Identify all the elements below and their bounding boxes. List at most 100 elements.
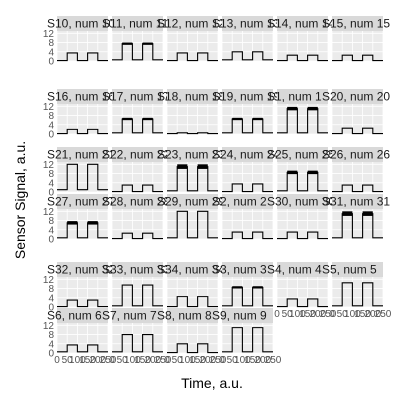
panel-background [112, 104, 163, 134]
x-tick-label: 100 [344, 309, 361, 320]
y-tick-label: 8 [48, 169, 54, 180]
facet-panel: S25, num 25 [267, 147, 335, 193]
facet-strip [112, 89, 163, 104]
facet-strip-label: S1, num 1 [267, 90, 322, 104]
facet-strip [57, 262, 108, 277]
panel-background [112, 162, 163, 192]
x-tick-label: 200 [254, 355, 271, 366]
facet-panel: S31, num 31 [322, 194, 390, 240]
panel-background [167, 31, 218, 61]
panel-background [332, 209, 383, 239]
facet-strip-label: S15, num 15 [322, 17, 390, 31]
signal-line [112, 184, 163, 193]
x-tick-label: 200 [144, 355, 161, 366]
y-tick-label: 12 [43, 321, 55, 332]
facet-strip [57, 194, 108, 209]
signal-line [167, 343, 218, 354]
signal-line [332, 54, 383, 62]
facet-strip-label: S21, num 21 [47, 148, 115, 162]
signal-line [57, 52, 108, 62]
panel-background [57, 162, 108, 192]
y-axis-title: Sensor Signal, a.u. [12, 141, 28, 259]
facet-panel: S33, num 33 [102, 262, 170, 308]
facet-strip-label: S10, num 10 [47, 17, 115, 31]
facet-strip [167, 262, 218, 277]
facet-panel: S12, num 12 [157, 16, 225, 62]
x-tick-label: 250 [100, 355, 117, 366]
facet-panel: S23, num 23 [157, 147, 225, 193]
signal-noise-band [252, 117, 263, 121]
y-tick-label: 0 [48, 303, 54, 314]
facet-panel: S28, num 28 [102, 194, 170, 240]
facet-strip [167, 308, 218, 323]
signal-line [112, 232, 163, 240]
facet-strip-label: S13, num 13 [212, 17, 280, 31]
x-tick-label: 250 [320, 309, 337, 320]
facet-strip [222, 89, 273, 104]
panel-background [112, 31, 163, 61]
panel-background [277, 277, 328, 307]
x-tick-label: 0 [109, 355, 115, 366]
facet-strip [112, 308, 163, 323]
facet-strip-label: S33, num 33 [102, 263, 170, 277]
signal-line [167, 132, 218, 135]
signal-noise-band [232, 117, 243, 121]
facet-strip [57, 147, 108, 162]
signal-line [167, 52, 218, 62]
signal-line [222, 327, 273, 353]
x-tick-label: 200 [199, 355, 216, 366]
panel-background [222, 277, 273, 307]
y-tick-label: 4 [48, 47, 54, 58]
facet-panel: S7, num 7 [102, 308, 164, 354]
y-tick-label: 0 [48, 188, 54, 199]
signal-line [57, 299, 108, 308]
facet-strip [57, 308, 108, 323]
y-tick-label: 4 [48, 339, 54, 350]
x-tick-label: 100 [234, 355, 251, 366]
x-tick-label: 150 [244, 355, 261, 366]
facet-strip [57, 16, 108, 31]
facet-strip-label: S19, num 19 [212, 90, 280, 104]
facet-strip [112, 194, 163, 209]
panel-background [332, 277, 383, 307]
facet-strip [332, 194, 383, 209]
signal-noise-band [177, 164, 188, 169]
facet-panel: S30, num 30 [267, 194, 335, 240]
facet-strip-label: S3, num 3 [212, 263, 267, 277]
signal-line [112, 118, 163, 134]
facet-strip [332, 262, 383, 277]
y-tick-label: 12 [43, 102, 55, 113]
y-tick-label: 12 [43, 207, 55, 218]
facet-strip [277, 147, 328, 162]
facet-strip-label: S18, num 18 [157, 90, 225, 104]
panel-background [277, 104, 328, 134]
facet-strip-label: S2, num 2 [212, 195, 267, 209]
facet-strip-label: S30, num 30 [267, 195, 335, 209]
facet-panel: S9, num 9 [212, 308, 274, 354]
facet-strip [57, 89, 108, 104]
signal-noise-band [287, 170, 298, 175]
y-tick-label: 0 [48, 57, 54, 68]
x-tick-label: 100 [289, 309, 306, 320]
signal-noise-band [197, 164, 208, 169]
facet-strip-label: S25, num 25 [267, 148, 335, 162]
facet-panel: S2, num 2 [212, 194, 274, 240]
x-axis-title: Time, a.u. [181, 375, 243, 391]
facet-panel: S34, num 34 [157, 262, 225, 308]
x-tick-label: 200 [364, 309, 381, 320]
facet-strip [112, 262, 163, 277]
facet-strip [277, 89, 328, 104]
facet-panel: S26, num 26 [322, 147, 390, 193]
facet-panel: S4, num 4 [267, 262, 329, 308]
x-tick-label: 0 [164, 355, 170, 366]
panel-background [57, 104, 108, 134]
signal-noise-band [287, 106, 298, 111]
signal-line [332, 127, 383, 135]
facet-strip-label: S5, num 5 [322, 263, 377, 277]
facet-strip [167, 89, 218, 104]
panel-background [112, 209, 163, 239]
facet-strip [222, 16, 273, 31]
